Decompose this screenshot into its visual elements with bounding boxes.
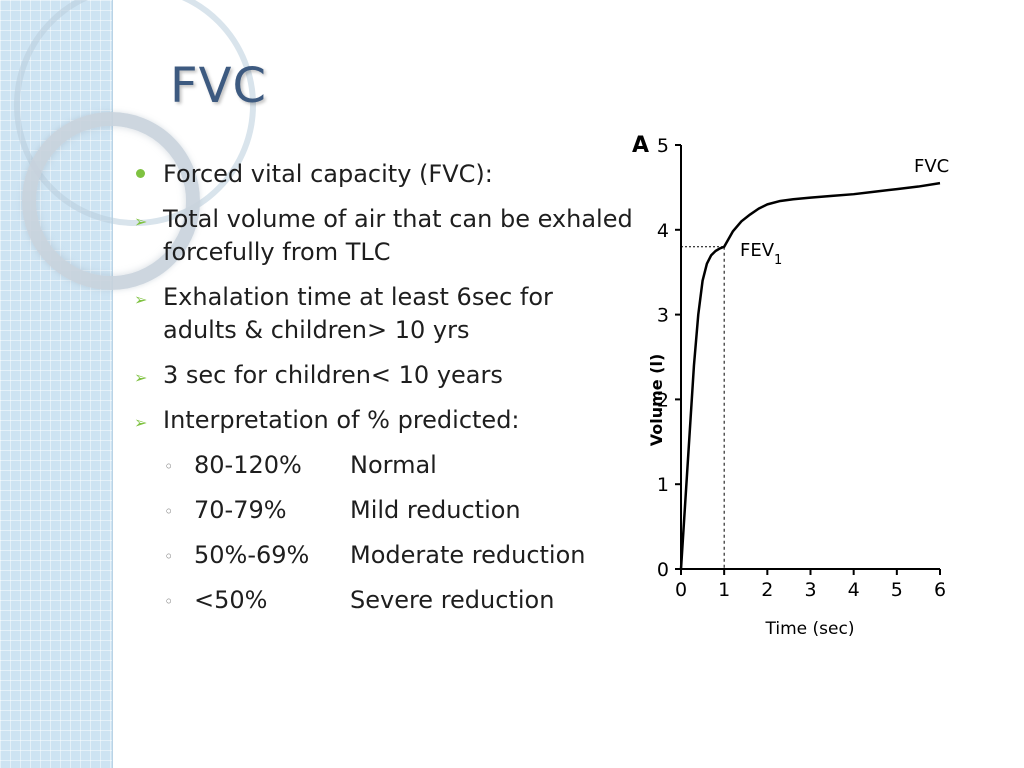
y-tick-label: 0 [657, 559, 669, 581]
interpretation-row-severe: ◦ <50% Severe reduction [164, 584, 634, 617]
fev1-annotation-subscript: 1 [774, 253, 782, 268]
chart-panel-label: A [632, 133, 649, 158]
series-line-fvc [679, 181, 941, 570]
spirometry-chart: A Volume (l) Time (sec) 0 1 2 3 4 5 0 1 2 3 4 5 6 FV… [632, 133, 949, 639]
fev1-guides [681, 246, 725, 569]
bullet-item-fvc-definition: Forced vital capacity (FVC): [134, 158, 634, 191]
y-tick-label: 3 [657, 305, 669, 327]
circle-bullet-icon: ◦ [164, 457, 174, 476]
bullet-text: 3 sec for children< 10 years [163, 361, 503, 389]
bullet-item-children-time: ➢ 3 sec for children< 10 years [134, 359, 634, 392]
circle-bullet-icon: ◦ [164, 502, 174, 521]
x-tick-label: 4 [848, 579, 860, 601]
y-tick-label: 2 [657, 389, 669, 411]
chart-area: A Volume (l) Time (sec) 0 1 2 3 4 5 0 1 2 3 4 5 6 FV… [632, 133, 949, 639]
interpretation-label: Mild reduction [350, 496, 521, 524]
percent-range: 80-120% [194, 451, 302, 479]
x-tick-label: 6 [934, 579, 946, 601]
fev1-annotation: FEV1 [740, 240, 782, 268]
bullet-item-total-volume: ➢ Total volume of air that can be exhale… [134, 203, 634, 269]
y-tick-label: 5 [657, 135, 669, 157]
chart-series [679, 181, 941, 570]
x-tick-label: 5 [891, 579, 903, 601]
x-tick-label: 3 [804, 579, 816, 601]
circle-bullet-icon: ◦ [164, 592, 174, 611]
percent-range: 50%-69% [194, 541, 310, 569]
bullet-text: Interpretation of % predicted: [163, 406, 520, 434]
y-tick-label: 1 [657, 474, 669, 496]
fev1-annotation-text: FEV [740, 240, 775, 261]
bullet-text: Total volume of air that can be exhaled … [163, 205, 633, 266]
bullet-text: Forced vital capacity (FVC): [163, 160, 493, 188]
y-axis-label: Volume (l) [647, 354, 666, 447]
x-tick-label: 0 [675, 579, 687, 601]
arrow-bullet-icon: ➢ [134, 290, 148, 309]
arrow-bullet-icon: ➢ [134, 368, 148, 387]
slide-title: FVC [170, 58, 267, 114]
bullet-list: Forced vital capacity (FVC): ➢ Total vol… [134, 158, 634, 629]
percent-range: <50% [194, 586, 268, 614]
bullet-dot-icon [136, 169, 145, 178]
y-tick-label: 4 [657, 220, 669, 242]
chart-ticks: 0 1 2 3 4 5 0 1 2 3 4 5 6 [657, 135, 946, 601]
interpretation-row-moderate: ◦ 50%-69% Moderate reduction [164, 539, 634, 572]
bullet-item-interpretation: ➢ Interpretation of % predicted: [134, 404, 634, 437]
bullet-item-exhalation-time: ➢ Exhalation time at least 6sec for adul… [134, 281, 634, 347]
arrow-bullet-icon: ➢ [134, 212, 148, 231]
interpretation-label: Severe reduction [350, 586, 555, 614]
chart-axes [680, 145, 940, 570]
x-axis-label: Time (sec) [765, 619, 855, 639]
x-tick-label: 2 [761, 579, 773, 601]
circle-bullet-icon: ◦ [164, 547, 174, 566]
interpretation-label: Normal [350, 451, 437, 479]
arrow-bullet-icon: ➢ [134, 413, 148, 432]
bullet-text: Exhalation time at least 6sec for adults… [163, 283, 553, 344]
percent-range: 70-79% [194, 496, 287, 524]
fvc-annotation: FVC [914, 156, 949, 177]
interpretation-row-mild: ◦ 70-79% Mild reduction [164, 494, 634, 527]
x-tick-label: 1 [718, 579, 730, 601]
interpretation-row-normal: ◦ 80-120% Normal [164, 449, 634, 482]
interpretation-label: Moderate reduction [350, 541, 586, 569]
